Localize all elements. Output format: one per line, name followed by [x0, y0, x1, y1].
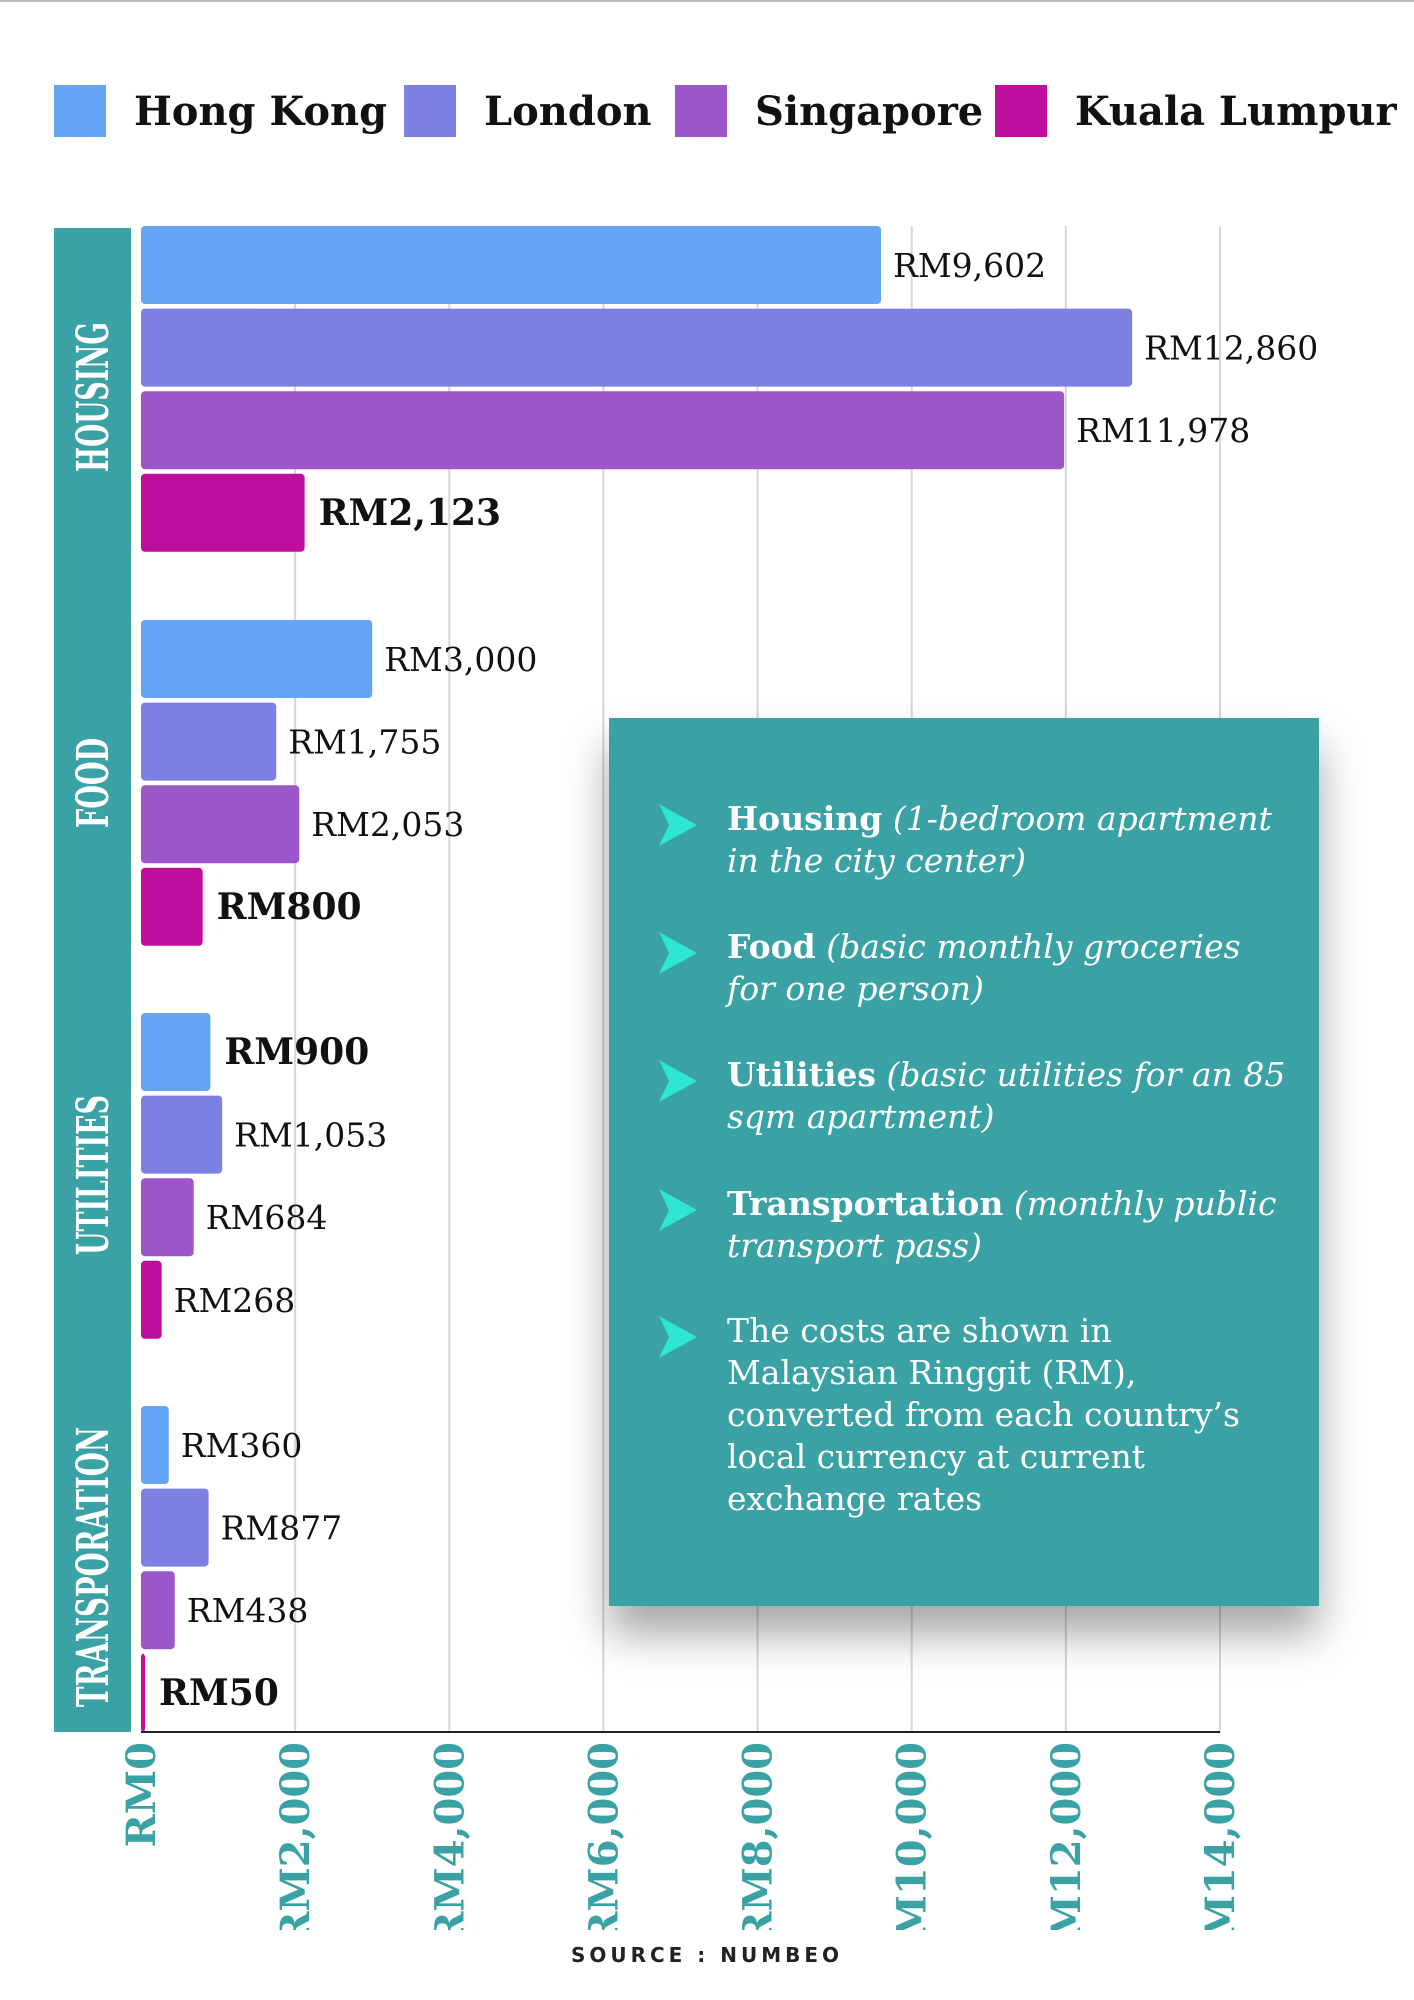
bar-singapore-transporation — [141, 1571, 175, 1650]
data-label: RM2,053 — [311, 805, 464, 844]
top-divider — [0, 0, 1414, 2]
bar-kuala-lumpur-food — [141, 867, 203, 946]
legend-swatch-hong-kong — [54, 85, 106, 137]
info-term: Utilities — [727, 1055, 876, 1094]
bar-kuala-lumpur-utilities — [141, 1260, 162, 1339]
info-text-food: Food (basic monthly groceries for one pe… — [727, 926, 1287, 1010]
bar-singapore-housing — [141, 391, 1065, 470]
legend-item-kuala-lumpur: Kuala Lumpur — [995, 84, 1397, 138]
info-text-currency-note: The costs are shown in Malaysian Ringgit… — [727, 1311, 1240, 1518]
category-label-housing: HOUSING — [68, 322, 119, 472]
data-label: RM438 — [187, 1591, 309, 1630]
legend-item-hong-kong: Hong Kong — [54, 84, 387, 138]
x-tick-label: RM2,000 — [272, 1742, 319, 1930]
info-term: Housing — [727, 799, 883, 838]
category-label-food: FOOD — [68, 738, 119, 828]
bar-hong-kong-food — [141, 620, 373, 698]
bar-hong-kong-housing — [141, 226, 882, 304]
x-tick-label: RM14,000 — [1197, 1742, 1244, 1930]
data-label: RM900 — [224, 1031, 369, 1073]
data-label: RM2,123 — [319, 492, 502, 534]
legend-item-singapore: Singapore — [675, 84, 983, 138]
bar-singapore-food — [141, 785, 300, 864]
legend-label-kuala-lumpur: Kuala Lumpur — [1075, 87, 1397, 135]
x-tick-label: RM6,000 — [580, 1742, 627, 1930]
source-credit: SOURCE : NUMBEO — [570, 1943, 844, 1967]
info-description: (1-bedroom apartment in the city center) — [727, 799, 1272, 880]
data-label: RM684 — [206, 1198, 328, 1237]
arrow-bullet-icon — [659, 1060, 697, 1102]
info-description: (monthly public transport pass) — [727, 1184, 1277, 1265]
arrow-bullet-icon — [659, 804, 697, 846]
bar-kuala-lumpur-housing — [141, 473, 305, 552]
category-label-utilities: UTILITIES — [68, 1095, 119, 1255]
data-label: RM800 — [217, 886, 362, 928]
bar-chart: HOUSING FOOD UTILITIES TRANSPORATION RM9,602… — [54, 226, 1318, 1930]
bar-hong-kong-utilities — [141, 1013, 211, 1091]
bar-london-housing — [141, 308, 1133, 387]
data-label: RM1,053 — [234, 1116, 387, 1155]
x-tick-label: RM4,000 — [426, 1742, 473, 1930]
data-label: RM1,755 — [288, 723, 441, 762]
category-column — [54, 228, 131, 1732]
legend-item-london: London — [404, 84, 652, 138]
arrow-bullet-icon — [659, 932, 697, 974]
info-term: Food — [727, 927, 816, 966]
bar-kuala-lumpur-transporation — [141, 1653, 145, 1732]
arrow-bullet-icon — [659, 1189, 697, 1231]
legend-label-singapore: Singapore — [755, 87, 984, 135]
info-text-utilities: Utilities (basic utilities for an 85 sqm… — [727, 1054, 1287, 1138]
info-text-transportation: Transportation (monthly public transport… — [727, 1183, 1287, 1267]
info-term: Transportation — [727, 1184, 1004, 1223]
info-panel: Housing (1-bedroom apartment in the city… — [609, 718, 1319, 1606]
bar-singapore-utilities — [141, 1178, 194, 1257]
x-tick-label: RM10,000 — [889, 1742, 936, 1930]
data-label: RM360 — [181, 1426, 303, 1465]
x-tick-label: RM8,000 — [735, 1742, 782, 1930]
x-tick-label: RM0 — [118, 1742, 165, 1847]
bar-london-transporation — [141, 1488, 209, 1567]
info-description: (basic monthly groceries for one person) — [727, 927, 1241, 1008]
arrow-bullet-icon — [659, 1316, 697, 1358]
bar-hong-kong-transporation — [141, 1406, 169, 1484]
info-description: (basic utilities for an 85 sqm apartment… — [727, 1055, 1286, 1136]
data-label: RM50 — [159, 1672, 279, 1714]
data-label: RM12,860 — [1144, 329, 1318, 368]
legend-label-london: London — [484, 87, 652, 135]
data-label: RM268 — [174, 1281, 296, 1320]
legend-swatch-london — [404, 85, 456, 137]
legend: Hong Kong London Singapore Kuala Lumpur — [0, 0, 1414, 200]
data-label: RM9,602 — [893, 246, 1046, 285]
info-text-housing: Housing (1-bedroom apartment in the city… — [727, 798, 1287, 882]
legend-swatch-kuala-lumpur — [995, 85, 1047, 137]
data-label: RM3,000 — [384, 640, 537, 679]
legend-swatch-singapore — [675, 85, 727, 137]
bar-london-utilities — [141, 1095, 223, 1174]
x-tick-label: RM12,000 — [1043, 1742, 1090, 1930]
bar-london-food — [141, 702, 277, 781]
legend-label-hong-kong: Hong Kong — [134, 87, 388, 135]
category-label-transporation: TRANSPORATION — [68, 1427, 119, 1707]
data-label: RM877 — [221, 1509, 343, 1548]
data-label: RM11,978 — [1076, 411, 1250, 450]
